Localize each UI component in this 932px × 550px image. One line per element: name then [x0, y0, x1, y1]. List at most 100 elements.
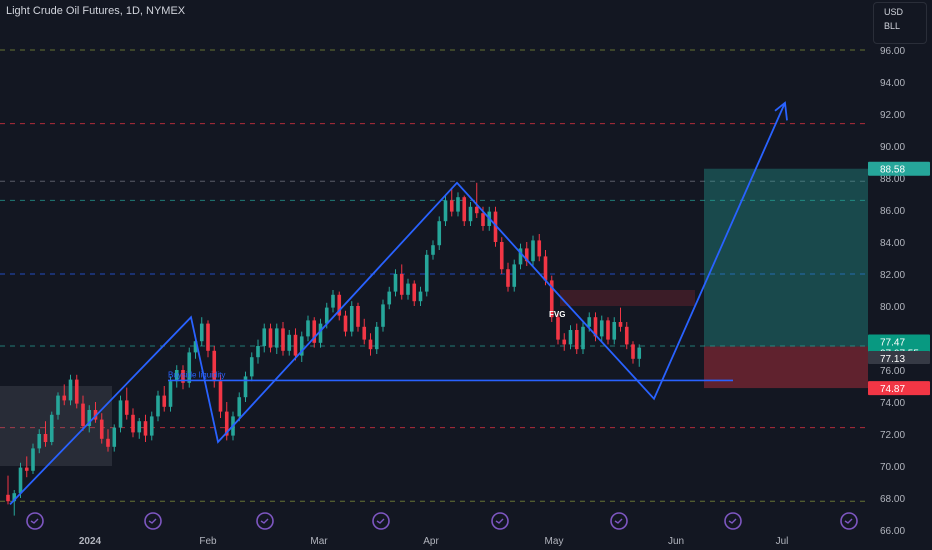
- candle-body-7: [49, 414, 54, 442]
- candle-body-67: [424, 254, 429, 292]
- trend-path: [9, 102, 786, 506]
- candle-body-74: [468, 206, 473, 222]
- candle-body-3: [24, 467, 29, 471]
- y-tick-5: 86.00: [880, 206, 905, 217]
- liquidity-label: Buyside liquidity: [168, 370, 225, 379]
- candle-body-60: [381, 304, 385, 327]
- x-tick-0: 2024: [79, 536, 102, 547]
- event-marker-icon-3: [376, 518, 385, 524]
- candle-body-42: [268, 328, 273, 348]
- candle-body-51: [324, 307, 329, 324]
- candle-body-99: [624, 326, 629, 345]
- price-tag-text-last-0: 77.47: [880, 337, 905, 348]
- candle-body-22: [143, 421, 148, 436]
- candle-body-39: [249, 357, 254, 377]
- x-tick-4: May: [545, 536, 564, 547]
- price-tag-text-ref-0: 77.13: [880, 354, 905, 365]
- candle-body-89: [562, 339, 567, 345]
- candle-body-97: [612, 322, 617, 340]
- candle-body-26: [168, 381, 173, 407]
- candle-body-88: [556, 317, 560, 340]
- y-tick-11: 74.00: [880, 398, 905, 409]
- candle-body-17: [112, 427, 117, 447]
- candle-body-72: [456, 197, 460, 212]
- candle-body-44: [281, 328, 285, 351]
- candle-body-27: [174, 370, 179, 382]
- candle-body-5: [37, 434, 42, 449]
- candle-body-70: [443, 200, 448, 222]
- candle-body-54: [343, 315, 348, 332]
- candle-body-11: [74, 379, 79, 404]
- candle-body-38: [243, 376, 248, 398]
- candle-body-56: [356, 306, 360, 327]
- event-marker-6: [724, 512, 742, 530]
- candle-body-16: [106, 438, 110, 447]
- x-tick-6: Jul: [776, 536, 789, 547]
- candle-body-73: [462, 197, 467, 222]
- y-tick-6: 84.00: [880, 238, 905, 249]
- candle-body-9: [62, 395, 67, 401]
- currency-unit-menu[interactable]: USD BLL: [873, 2, 927, 44]
- stop-zone: [704, 346, 868, 389]
- candle-body-29: [187, 352, 192, 383]
- candle-body-19: [124, 400, 129, 415]
- candle-body-84: [531, 240, 535, 262]
- y-tick-0: 96.00: [880, 46, 905, 57]
- y-tick-14: 68.00: [880, 494, 905, 505]
- candle-body-86: [543, 256, 548, 281]
- candle-body-10: [68, 379, 73, 401]
- candle-body-81: [512, 264, 517, 287]
- fvg-label: FVG: [549, 310, 565, 319]
- x-tick-5: Jun: [668, 536, 684, 547]
- candle-body-62: [393, 274, 398, 292]
- candle-body-53: [337, 294, 342, 316]
- event-marker-3: [372, 512, 390, 530]
- candle-body-76: [481, 213, 485, 226]
- candle-body-100: [631, 344, 635, 359]
- candle-body-96: [606, 320, 610, 340]
- y-tick-3: 90.00: [880, 142, 905, 153]
- candle-body-28: [181, 370, 185, 383]
- currency-label: USD: [884, 7, 904, 17]
- candle-body-50: [318, 323, 323, 343]
- candle-body-91: [574, 330, 579, 350]
- time-axis[interactable]: 2024 Feb Mar Apr May Jun Jul: [26, 512, 858, 547]
- candle-body-12: [81, 403, 85, 426]
- candle-body-15: [99, 419, 104, 439]
- candle-body-63: [399, 274, 404, 295]
- y-tick-10: 76.00: [880, 366, 905, 377]
- candle-body-13: [87, 410, 92, 426]
- candle-body-69: [437, 221, 442, 246]
- target-zone: [704, 168, 868, 347]
- event-marker-icon-4: [495, 518, 504, 524]
- candle-body-8: [56, 395, 60, 415]
- candle-body-41: [262, 328, 267, 346]
- candle-body-95: [599, 320, 604, 337]
- candle-body-18: [118, 400, 123, 428]
- candle-body-23: [149, 416, 154, 436]
- candle-body-80: [506, 269, 510, 287]
- candle-body-68: [431, 245, 435, 255]
- unit-label: BLL: [884, 21, 901, 31]
- candle-body-61: [387, 291, 392, 305]
- candle-body-79: [499, 242, 504, 270]
- candle-body-35: [224, 411, 229, 436]
- price-tag-stop: [868, 381, 930, 396]
- price-tag-text-target-0: 88.58: [880, 165, 905, 176]
- candle-body-55: [349, 306, 354, 332]
- arrow-head: [774, 101, 788, 121]
- candle-body-82: [518, 248, 523, 265]
- candle-body-66: [418, 291, 423, 302]
- y-tick-7: 82.00: [880, 270, 905, 281]
- candle-body-48: [306, 320, 310, 337]
- y-tick-1: 94.00: [880, 78, 905, 89]
- candle-body-85: [537, 240, 542, 257]
- candle-body-101: [637, 347, 642, 359]
- candle-body-37: [237, 397, 242, 417]
- candle-body-75: [474, 206, 479, 214]
- candle-body-47: [299, 336, 304, 356]
- candle-body-87: [549, 280, 554, 318]
- candle-body-0: [6, 494, 10, 502]
